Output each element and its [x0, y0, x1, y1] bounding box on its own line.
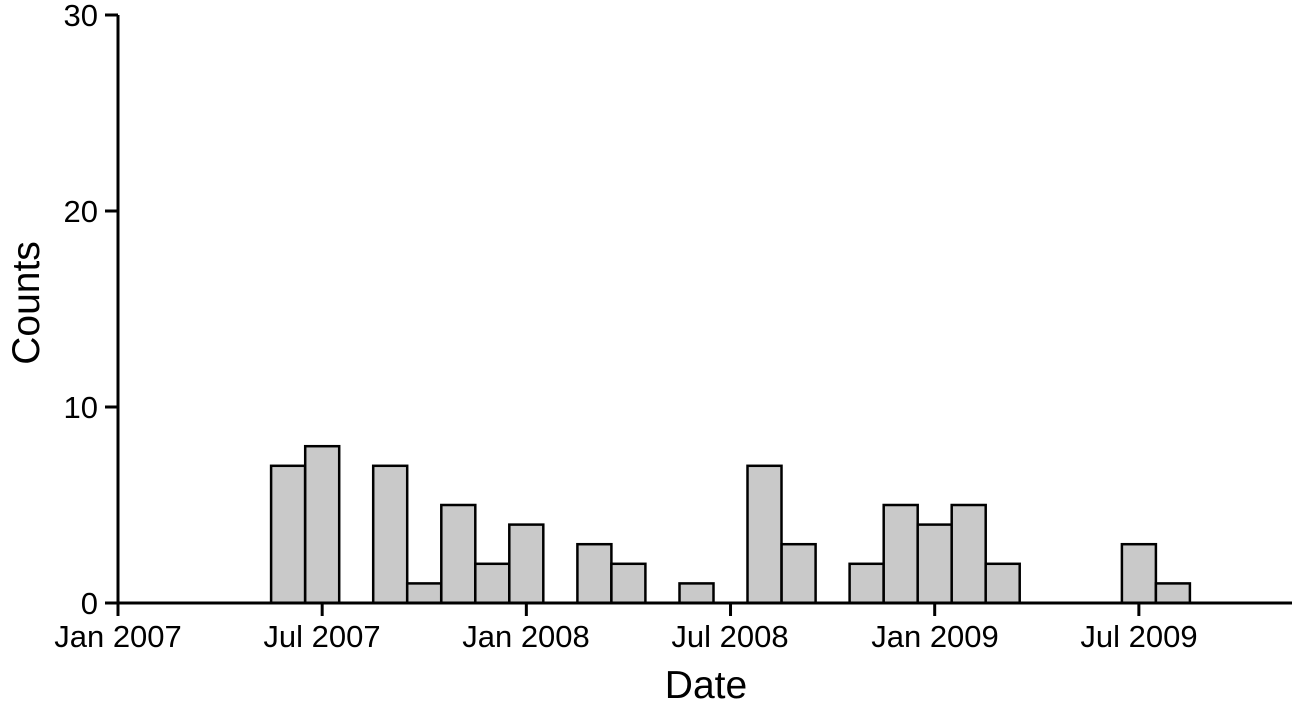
x-tick-label: Jan 2009 [871, 619, 999, 654]
x-tick-label: Jul 2008 [671, 619, 789, 654]
y-tick-label: 10 [63, 390, 98, 425]
bar-jun-2007 [269, 464, 307, 605]
bar-jul-2007 [303, 444, 341, 605]
bar-jun-2008 [678, 582, 715, 605]
y-tick-label: 20 [63, 194, 98, 229]
bar-dec-2008 [882, 503, 919, 605]
x-tick-label: Jul 2007 [263, 619, 381, 654]
x-tick-label: Jan 2008 [462, 619, 590, 654]
x-tick-label: Jan 2007 [54, 619, 182, 654]
bar-nov-2007 [440, 503, 477, 605]
bar-aug-2009 [1154, 582, 1192, 605]
bar-feb-2009 [950, 503, 987, 605]
bar-dec-2007 [474, 562, 511, 605]
y-tick-label: 30 [63, 0, 98, 33]
bar-mar-2009 [984, 562, 1021, 605]
x-tick-label: Jul 2009 [1080, 619, 1198, 654]
bar-sep-2008 [780, 542, 817, 605]
bar-aug-2008 [746, 464, 783, 605]
y-tick-label: 0 [80, 586, 98, 621]
bar-jan-2009 [916, 523, 953, 605]
bar-jul-2009 [1120, 542, 1158, 605]
bar-apr-2008 [610, 562, 647, 605]
bar-sep-2007 [371, 464, 409, 605]
y-axis-title: Counts [5, 241, 48, 365]
bar-mar-2008 [576, 542, 613, 605]
bar-oct-2007 [405, 582, 443, 605]
x-axis-title: Date [664, 664, 748, 707]
bar-jan-2008 [508, 523, 545, 605]
bar-nov-2008 [848, 562, 885, 605]
